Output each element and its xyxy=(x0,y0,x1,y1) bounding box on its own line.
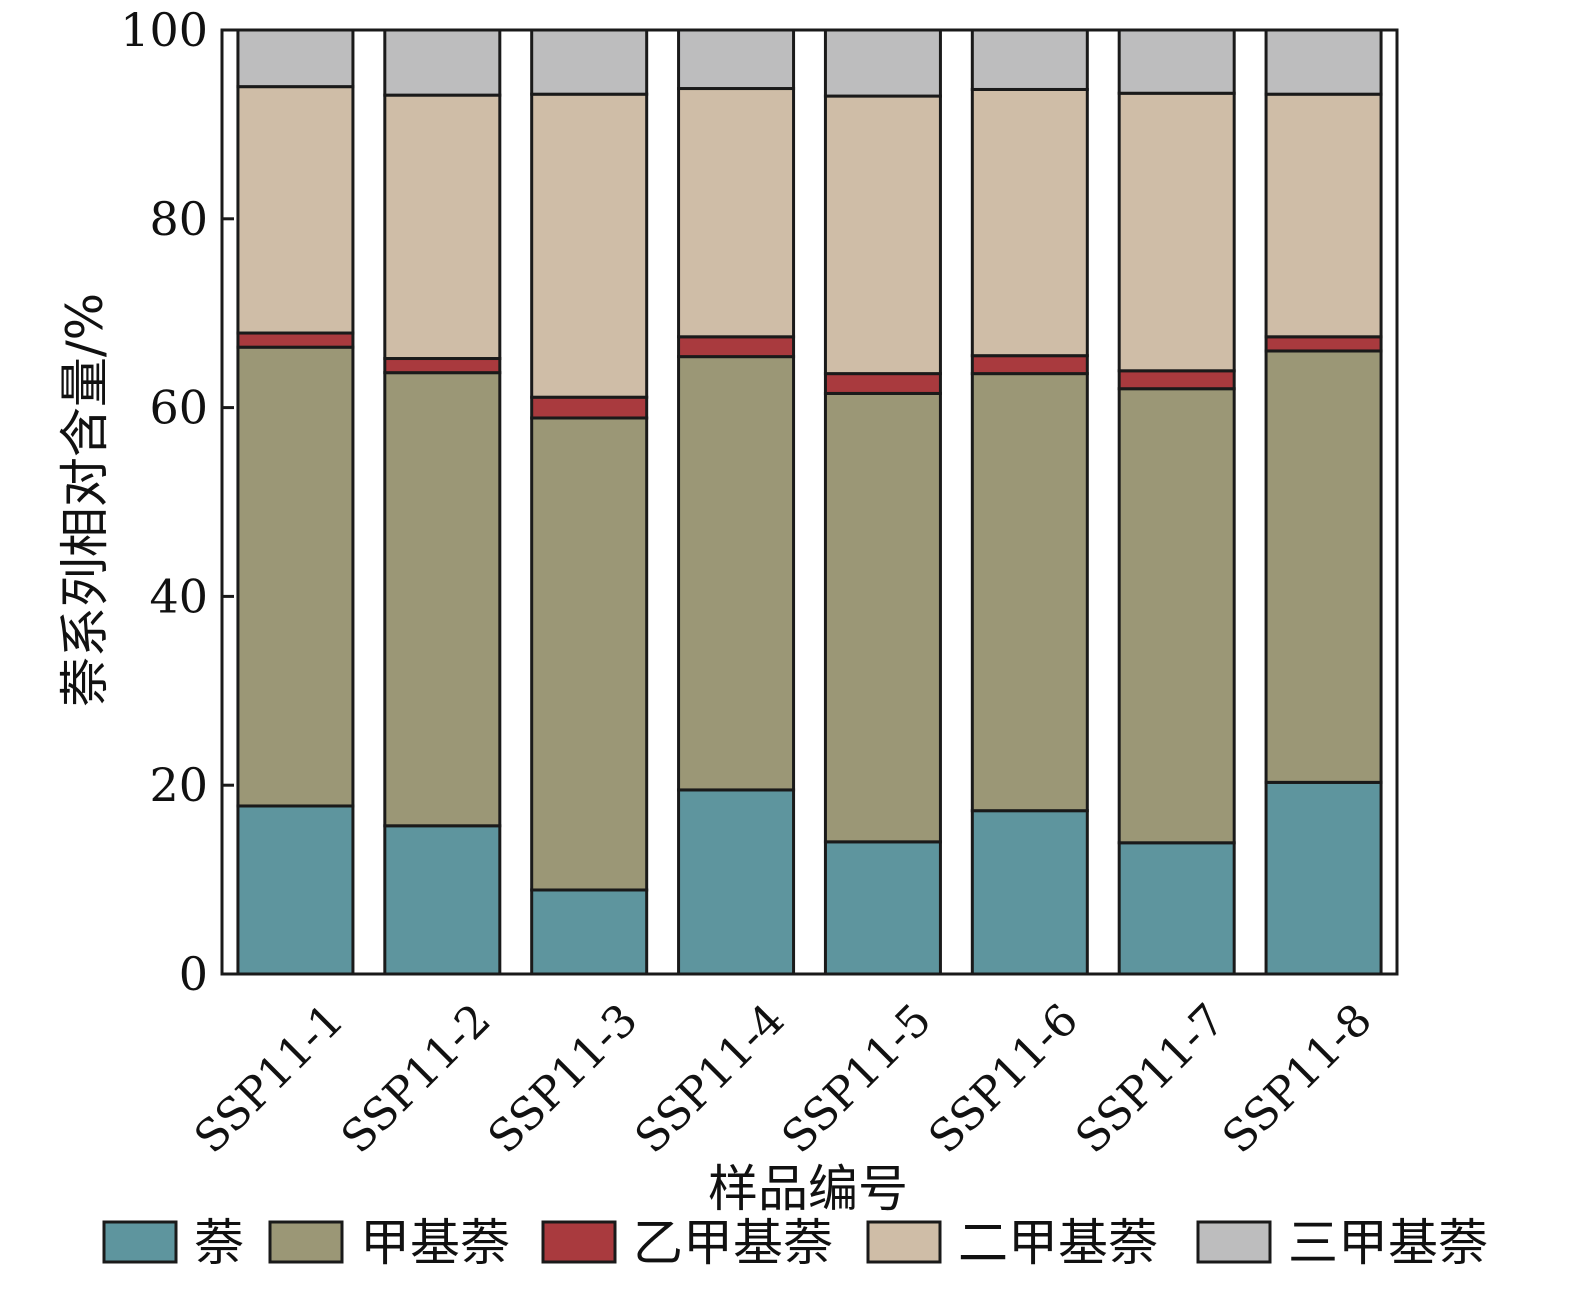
bar-segment-4-series-3 xyxy=(677,335,796,359)
bar-segment-5-series-3 xyxy=(823,372,942,395)
bar-segment-3-series-1 xyxy=(530,888,649,976)
plot-border xyxy=(220,28,1399,976)
legend-label: 甲基萘 xyxy=(360,1214,510,1272)
bar-segment-7-series-5 xyxy=(1117,28,1236,95)
y-tick-label: 0 xyxy=(179,947,208,1001)
x-axis: SSP11-1SSP11-2SSP11-3SSP11-4SSP11-5SSP11… xyxy=(185,994,1382,1163)
bar-segment-6-series-4 xyxy=(970,87,1089,358)
bar-segment-6-series-1 xyxy=(970,809,1089,976)
bar-segment-4-series-4 xyxy=(677,87,796,339)
bar-segment-2-series-5 xyxy=(383,28,502,97)
y-tick-label: 40 xyxy=(149,569,208,623)
legend-swatch xyxy=(866,1220,942,1264)
bar-segment-3-series-2 xyxy=(530,416,649,892)
legend-label: 萘 xyxy=(194,1214,244,1272)
x-tick-label: SSP11-1 xyxy=(185,994,354,1163)
bar-segment-4-series-5 xyxy=(677,28,796,91)
bar-segment-7-series-2 xyxy=(1117,387,1236,845)
legend-label: 二甲基萘 xyxy=(958,1214,1158,1272)
legend-label: 乙甲基萘 xyxy=(633,1214,833,1272)
bar-segment-1-series-5 xyxy=(236,28,355,89)
bar-segment-2-series-4 xyxy=(383,93,502,361)
y-tick-label: 100 xyxy=(120,3,208,57)
plot-frame xyxy=(220,28,1399,976)
y-tick-label: 20 xyxy=(149,758,208,812)
bar-segment-8-series-1 xyxy=(1264,780,1383,976)
bar-segment-7-series-4 xyxy=(1117,91,1236,373)
legend-swatch xyxy=(268,1220,344,1264)
legend-label: 三甲基萘 xyxy=(1288,1214,1488,1272)
bar-segment-3-series-4 xyxy=(530,92,649,399)
x-axis-title: 样品编号 xyxy=(708,1160,908,1218)
bar-segment-1-series-3 xyxy=(236,331,355,349)
bar-segment-8-series-5 xyxy=(1264,28,1383,96)
bar-segment-5-series-5 xyxy=(823,28,942,98)
bar-segment-8-series-3 xyxy=(1264,335,1383,353)
bar-segment-1-series-2 xyxy=(236,345,355,808)
x-tick-label: SSP11-6 xyxy=(919,994,1088,1163)
bar-segment-7-series-3 xyxy=(1117,369,1236,391)
bar-segment-2-series-3 xyxy=(383,357,502,375)
bar-segment-2-series-1 xyxy=(383,824,502,976)
bar-segment-4-series-1 xyxy=(677,788,796,976)
bar-segment-5-series-2 xyxy=(823,391,942,844)
bar-segment-6-series-3 xyxy=(970,354,1089,376)
bar-segment-6-series-5 xyxy=(970,28,1089,91)
legend-swatch xyxy=(102,1220,178,1264)
bars-layer xyxy=(236,28,1383,976)
bar-segment-6-series-2 xyxy=(970,372,1089,813)
x-tick-label: SSP11-8 xyxy=(1213,994,1382,1163)
bar-segment-5-series-1 xyxy=(823,840,942,976)
x-tick-label: SSP11-3 xyxy=(479,994,648,1163)
x-tick-label: SSP11-5 xyxy=(772,994,941,1163)
x-tick-label: SSP11-7 xyxy=(1066,994,1235,1163)
bar-segment-2-series-2 xyxy=(383,371,502,828)
bar-segment-1-series-4 xyxy=(236,85,355,335)
y-axis: 0 20 40 60 80 100 xyxy=(120,3,234,1001)
y-tick-label: 60 xyxy=(149,381,208,435)
legend-swatch xyxy=(541,1220,617,1264)
y-axis-title: 萘系列相对含量/% xyxy=(56,293,114,707)
bar-segment-4-series-2 xyxy=(677,355,796,792)
bar-segment-7-series-1 xyxy=(1117,841,1236,976)
bar-segment-8-series-2 xyxy=(1264,349,1383,784)
legend: 萘 甲基萘 乙甲基萘 二甲基萘 三甲基萘 xyxy=(102,1214,1488,1272)
bar-segment-1-series-1 xyxy=(236,804,355,976)
legend-swatch xyxy=(1196,1220,1272,1264)
x-tick-label: SSP11-4 xyxy=(625,994,794,1163)
bar-segment-3-series-5 xyxy=(530,28,649,96)
bar-segment-3-series-3 xyxy=(530,395,649,420)
bar-segment-5-series-4 xyxy=(823,94,942,376)
x-tick-label: SSP11-2 xyxy=(332,994,501,1163)
y-tick-label: 80 xyxy=(149,192,208,246)
bar-segment-8-series-4 xyxy=(1264,92,1383,339)
